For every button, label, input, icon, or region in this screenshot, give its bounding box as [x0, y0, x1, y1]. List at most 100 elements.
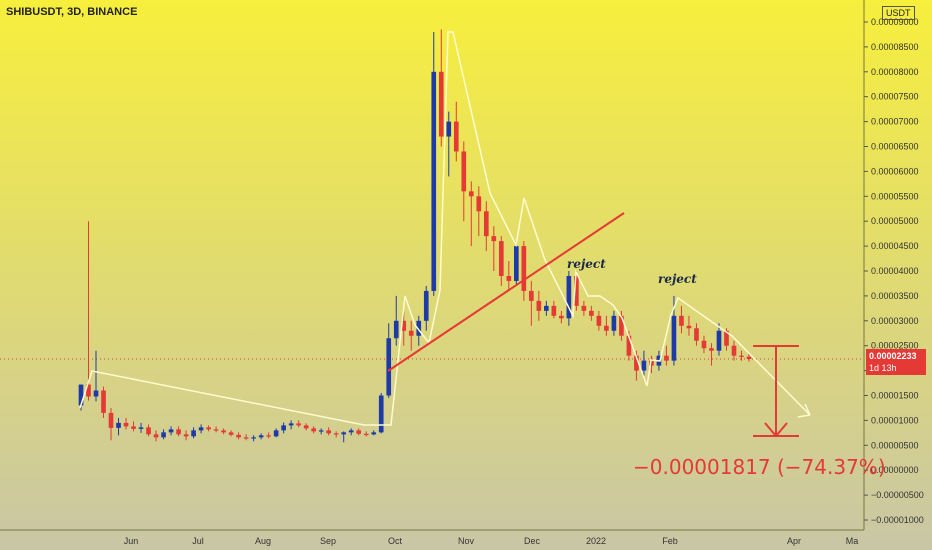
candle-down[interactable] — [521, 246, 527, 291]
candle-up[interactable] — [168, 429, 174, 433]
candle-down[interactable] — [536, 300, 542, 311]
candle-down[interactable] — [739, 355, 744, 357]
currency-badge[interactable]: USDT — [882, 6, 915, 20]
candle-up[interactable] — [611, 315, 617, 331]
time-axis-label: Ma — [846, 536, 859, 546]
candle-down[interactable] — [311, 428, 317, 432]
candle-down[interactable] — [551, 305, 557, 316]
candle-up[interactable] — [641, 360, 647, 371]
candle-down[interactable] — [243, 437, 249, 439]
candle-down[interactable] — [491, 236, 497, 242]
price-axis-label: 0.00007500 — [871, 92, 919, 102]
candle-down[interactable] — [746, 356, 752, 359]
candle-down[interactable] — [686, 325, 692, 329]
candle-up[interactable] — [116, 422, 121, 428]
time-axis-label: Oct — [388, 536, 403, 546]
candle-down[interactable] — [146, 427, 151, 435]
candle-down[interactable] — [408, 330, 414, 336]
candle-down[interactable] — [236, 434, 241, 438]
candle-up[interactable] — [393, 320, 399, 339]
candle-down[interactable] — [483, 211, 489, 237]
candle-up[interactable] — [544, 305, 549, 311]
candle-up[interactable] — [78, 384, 84, 406]
candle-up[interactable] — [138, 427, 144, 429]
price-axis-label: 0.00005500 — [871, 191, 919, 201]
candle-up[interactable] — [198, 427, 204, 431]
candle-down[interactable] — [303, 425, 309, 429]
candle-up[interactable] — [371, 432, 377, 435]
candle-down[interactable] — [731, 345, 737, 356]
candle-down[interactable] — [296, 423, 301, 426]
candle-up[interactable] — [566, 275, 572, 319]
candle-down[interactable] — [619, 315, 624, 336]
candle-up[interactable] — [716, 330, 722, 351]
candle-up[interactable] — [258, 435, 264, 438]
candle-up[interactable] — [416, 320, 422, 336]
candle-up[interactable] — [386, 338, 392, 396]
candle-up[interactable] — [348, 430, 354, 433]
candle-down[interactable] — [604, 325, 609, 331]
candle-down[interactable] — [701, 340, 707, 349]
candlestick-series — [78, 29, 752, 443]
candle-down[interactable] — [221, 430, 226, 433]
candle-down[interactable] — [363, 433, 369, 436]
candle-up[interactable] — [281, 425, 286, 431]
candle-down[interactable] — [131, 426, 136, 429]
candle-down[interactable] — [108, 412, 114, 428]
candle-up[interactable] — [671, 315, 677, 361]
candle-down[interactable] — [581, 305, 587, 311]
candle-up[interactable] — [161, 432, 166, 438]
candle-down[interactable] — [498, 241, 504, 276]
candle-down[interactable] — [101, 390, 106, 413]
candle-down[interactable] — [626, 335, 632, 356]
candle-down[interactable] — [709, 348, 714, 351]
candle-down[interactable] — [228, 432, 234, 435]
candle-down[interactable] — [453, 121, 459, 152]
candle-up[interactable] — [318, 430, 324, 432]
candle-down[interactable] — [468, 191, 474, 197]
candle-up[interactable] — [378, 395, 384, 433]
candle-down[interactable] — [153, 434, 159, 438]
candle-down[interactable] — [664, 355, 669, 361]
candle-down[interactable] — [213, 429, 219, 431]
candle-down[interactable] — [401, 320, 407, 331]
candle-up[interactable] — [191, 430, 196, 437]
candle-down[interactable] — [559, 315, 564, 319]
candle-down[interactable] — [694, 328, 699, 341]
candle-down[interactable] — [649, 360, 654, 366]
candle-down[interactable] — [529, 290, 534, 301]
candle-up[interactable] — [273, 430, 279, 437]
candle-up[interactable] — [423, 290, 429, 321]
candle-up[interactable] — [446, 121, 452, 137]
candle-down[interactable] — [86, 384, 91, 397]
candle-down[interactable] — [326, 430, 332, 434]
candle-down[interactable] — [356, 430, 362, 434]
candle-up[interactable] — [93, 390, 99, 397]
candle-down[interactable] — [123, 422, 129, 427]
candle-down[interactable] — [266, 435, 271, 437]
candle-down[interactable] — [206, 427, 211, 430]
symbol-title: SHIBUSDT, 3D, BINANCE — [6, 6, 138, 18]
candle-down[interactable] — [596, 315, 602, 326]
candle-down[interactable] — [438, 71, 444, 137]
candle-down[interactable] — [724, 330, 729, 346]
candle-up[interactable] — [251, 437, 256, 439]
candle-down[interactable] — [574, 275, 579, 306]
candle-down[interactable] — [634, 355, 639, 371]
candle-down[interactable] — [476, 196, 482, 212]
candle-up[interactable] — [431, 71, 437, 291]
candle-down[interactable] — [183, 434, 189, 437]
candle-down[interactable] — [679, 315, 684, 326]
candle-down[interactable] — [589, 310, 594, 316]
price-axis-label: 0.00008000 — [871, 67, 919, 77]
candle-down[interactable] — [461, 151, 467, 192]
price-axis-label: 0.00008500 — [871, 42, 919, 52]
candle-down[interactable] — [176, 429, 181, 435]
candle-up[interactable] — [513, 246, 519, 281]
candle-down[interactable] — [333, 433, 339, 435]
candle-up[interactable] — [341, 432, 347, 435]
time-axis: Jun Jul Aug Sep Oct Nov Dec 2022 Feb Apr Ma — [124, 536, 859, 546]
candle-up[interactable] — [288, 423, 294, 426]
candle-down[interactable] — [506, 275, 512, 281]
